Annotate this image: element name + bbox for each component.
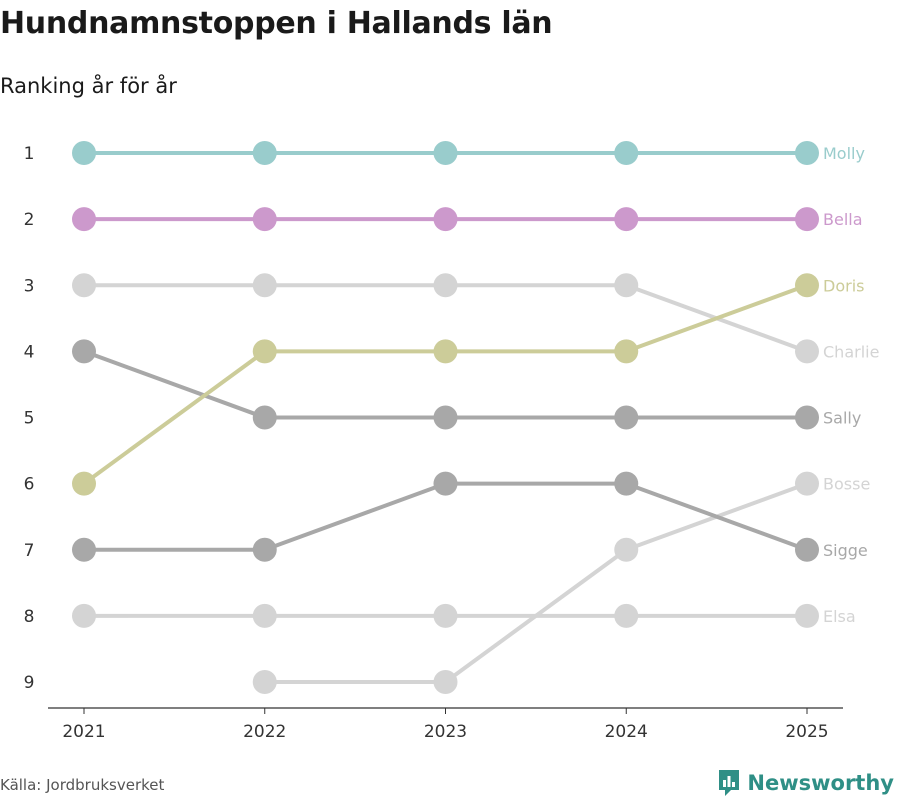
y-tick-label: 3 xyxy=(24,276,35,296)
series-bosse: Bosse xyxy=(252,471,870,694)
data-point xyxy=(252,670,277,694)
series-doris: Doris xyxy=(72,273,864,496)
y-tick-label: 9 xyxy=(24,673,35,693)
data-point xyxy=(433,207,458,232)
data-point xyxy=(72,603,96,628)
data-point xyxy=(433,141,458,165)
data-point xyxy=(614,141,639,165)
data-point xyxy=(795,537,819,562)
data-point xyxy=(795,273,819,298)
series-label: Bella xyxy=(823,210,863,229)
data-point xyxy=(433,603,458,628)
brand-name: Newsworthy xyxy=(747,771,894,795)
data-point xyxy=(614,207,639,232)
data-point xyxy=(433,405,458,430)
series-label: Sally xyxy=(823,409,861,428)
data-point xyxy=(614,537,639,562)
data-point xyxy=(614,471,639,496)
series-line xyxy=(82,283,809,486)
data-point xyxy=(795,141,819,165)
x-tick-label: 2025 xyxy=(785,722,828,742)
y-tick-label: 5 xyxy=(24,409,35,429)
data-point xyxy=(72,537,96,562)
series-label: Sigge xyxy=(823,541,868,560)
y-tick-label: 8 xyxy=(24,607,35,627)
series-line xyxy=(262,481,809,684)
x-tick-label: 2021 xyxy=(62,722,105,742)
data-point xyxy=(433,339,458,364)
data-point xyxy=(252,339,277,364)
data-point xyxy=(72,339,96,364)
data-point xyxy=(72,273,96,298)
data-point xyxy=(252,141,277,165)
series-group: Charlie Bosse Elsa Sally Sigge Molly Bella Dori… xyxy=(72,141,879,694)
y-tick-label: 4 xyxy=(24,342,35,362)
data-point xyxy=(72,471,96,496)
y-tick-label: 6 xyxy=(24,475,35,495)
source-note: Källa: Jordbruksverket xyxy=(0,776,165,794)
series-molly: Molly xyxy=(72,141,865,165)
data-point xyxy=(795,471,819,496)
data-point xyxy=(795,603,819,628)
x-tick-label: 2023 xyxy=(424,722,467,742)
y-tick-label: 1 xyxy=(24,144,35,164)
data-point xyxy=(795,207,819,232)
data-point xyxy=(72,141,96,165)
data-point xyxy=(614,405,639,430)
x-tick-label: 2022 xyxy=(243,722,286,742)
series-bella: Bella xyxy=(72,207,863,232)
chart-subtitle: Ranking år för år xyxy=(0,74,177,98)
y-axis: 1 2 3 4 5 6 7 8 9 xyxy=(24,144,35,693)
data-point xyxy=(795,339,819,364)
data-point xyxy=(433,273,458,298)
series-elsa: Elsa xyxy=(72,603,856,628)
brand-logo: Newsworthy xyxy=(717,768,894,798)
series-charlie: Charlie xyxy=(72,273,879,364)
data-point xyxy=(433,471,458,496)
data-point xyxy=(252,537,277,562)
data-point xyxy=(614,603,639,628)
bar-chart-icon xyxy=(719,770,740,796)
series-label: Bosse xyxy=(823,475,870,494)
data-point xyxy=(252,405,277,430)
x-tick-label: 2024 xyxy=(605,722,648,742)
x-axis: 2021 2022 2023 2024 2025 xyxy=(48,707,843,742)
series-label: Elsa xyxy=(823,607,856,626)
data-point xyxy=(252,603,277,628)
series-label: Molly xyxy=(823,144,865,163)
data-point xyxy=(433,670,458,694)
data-point xyxy=(72,207,96,232)
y-tick-label: 2 xyxy=(24,210,35,230)
chart-title: Hundnamnstoppen i Hallands län xyxy=(0,6,553,41)
data-point xyxy=(252,207,277,232)
data-point xyxy=(614,339,639,364)
series-label: Charlie xyxy=(823,342,879,361)
series-label: Doris xyxy=(823,276,864,295)
data-point xyxy=(252,273,277,298)
data-point xyxy=(795,405,819,430)
y-tick-label: 7 xyxy=(24,541,35,561)
series-sigge: Sigge xyxy=(72,471,868,562)
data-point xyxy=(614,273,639,298)
